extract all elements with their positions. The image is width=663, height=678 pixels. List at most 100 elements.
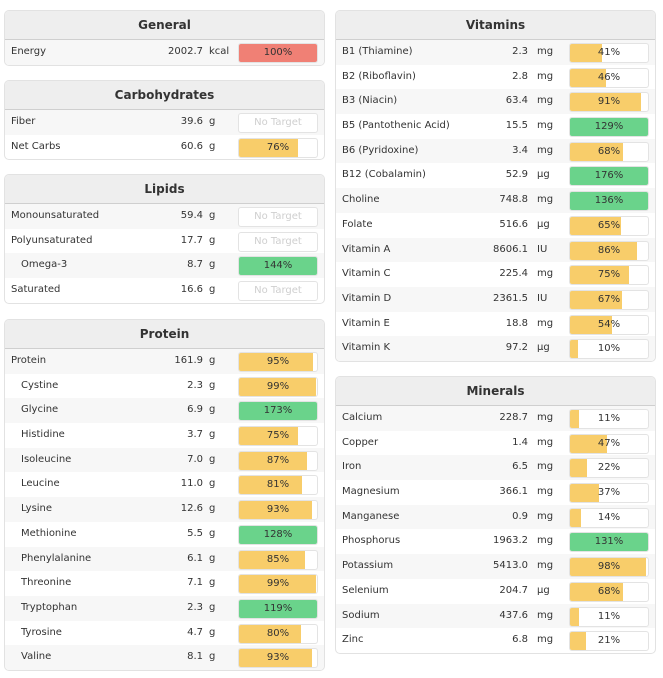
target-percent: 99%	[266, 380, 290, 392]
target-percent: No Target	[254, 211, 302, 222]
nutrient-amount: 161.9	[174, 355, 203, 366]
nutrient-name: Protein	[11, 355, 47, 366]
nutrient-row[interactable]: Sodium 437.6 mg 11%	[336, 603, 655, 629]
nutrient-row[interactable]: Cystine 2.3 g 99%	[5, 374, 324, 399]
nutrient-row[interactable]: Calcium 228.7 mg 11%	[336, 406, 655, 431]
progress-fill	[570, 167, 648, 186]
nutrient-row[interactable]: Monounsaturated 59.4 g No Target	[5, 204, 324, 229]
nutrient-name: Vitamin E	[342, 317, 390, 329]
nutrient-row[interactable]: Manganese 0.9 mg 14%	[336, 504, 655, 530]
nutrient-amount: 60.6	[180, 140, 203, 152]
nutrient-row[interactable]: Methionine 5.5 g 128%	[5, 522, 324, 547]
nutrient-row[interactable]: Valine 8.1 g 93%	[5, 645, 324, 670]
target-percent: No Target	[254, 117, 302, 128]
nutrient-unit: mg	[537, 461, 554, 473]
nutrient-row[interactable]: Fiber 39.6 g No Target	[5, 110, 324, 135]
target-percent: 68%	[597, 145, 621, 157]
nutrient-amount: 12.6	[180, 503, 203, 515]
nutrient-row[interactable]: Vitamin C 225.4 mg 75%	[336, 262, 655, 287]
nutrient-name: Methionine	[21, 527, 77, 539]
nutrient-row[interactable]: Potassium 5413.0 mg 98%	[336, 554, 655, 579]
progress-fill	[570, 459, 588, 478]
progress-fill	[570, 216, 621, 235]
target-percent: 41%	[597, 47, 621, 58]
nutrient-row[interactable]: Selenium 204.7 µg 68%	[336, 579, 655, 604]
nutrient-row[interactable]: Zinc 6.8 mg 21%	[336, 628, 655, 653]
nutrient-row[interactable]: Net Carbs 60.6 g 76%	[5, 135, 324, 160]
progress-fill	[570, 340, 578, 359]
nutrient-row[interactable]: Phosphorus 1963.2 mg 131%	[336, 529, 655, 554]
nutrient-unit: mg	[537, 70, 554, 82]
target-progress-bar: 86%	[569, 240, 649, 261]
nutrient-row[interactable]: Histidine 3.7 g 75%	[5, 423, 324, 448]
nutrient-name: Iron	[342, 461, 362, 473]
nutrient-amount: 437.6	[499, 609, 528, 621]
target-percent: 81%	[266, 479, 290, 491]
nutrient-row[interactable]: Folate 516.6 µg 65%	[336, 213, 655, 238]
progress-fill	[239, 649, 312, 668]
nutrient-row[interactable]: Polyunsaturated 17.7 g No Target	[5, 229, 324, 254]
nutrient-unit: g	[209, 478, 216, 490]
nutrient-row[interactable]: Threonine 7.1 g 99%	[5, 571, 324, 596]
nutrient-row[interactable]: Copper 1.4 mg 47%	[336, 431, 655, 456]
nutrient-unit: g	[209, 355, 216, 366]
nutrient-name: Net Carbs	[11, 140, 61, 152]
nutrient-row[interactable]: Omega-3 8.7 g 144%	[5, 253, 324, 279]
progress-fill	[570, 192, 648, 211]
target-progress-bar: 173%	[238, 401, 318, 422]
target-percent: 86%	[597, 244, 621, 256]
nutrient-row[interactable]: Vitamin K 97.2 µg 10%	[336, 336, 655, 361]
nutrient-unit: mg	[537, 120, 554, 132]
nutrient-unit: mg	[537, 46, 554, 57]
nutrient-row[interactable]: Vitamin A 8606.1 IU 86%	[336, 237, 655, 263]
panel-title: Lipids	[5, 175, 324, 204]
progress-fill	[239, 451, 307, 470]
progress-fill	[239, 377, 317, 396]
nutrient-row[interactable]: Phenylalanine 6.1 g 85%	[5, 546, 324, 572]
nutrient-row[interactable]: Iron 6.5 mg 22%	[336, 455, 655, 481]
nutrient-row[interactable]: Tyrosine 4.7 g 80%	[5, 621, 324, 646]
nutrient-row[interactable]: B3 (Niacin) 63.4 mg 91%	[336, 89, 655, 115]
target-percent: 11%	[597, 610, 621, 622]
nutrient-row[interactable]: Protein 161.9 g 95%	[5, 349, 324, 374]
nutrient-name: Saturated	[11, 284, 61, 296]
nutrient-amount: 8606.1	[493, 243, 528, 255]
nutrient-row[interactable]: Magnesium 366.1 mg 37%	[336, 480, 655, 505]
nutrient-row[interactable]: Energy 2002.7 kcal 100%	[5, 40, 324, 65]
nutrient-name: Folate	[342, 218, 373, 230]
nutrient-row[interactable]: Leucine 11.0 g 81%	[5, 472, 324, 497]
nutrient-name: Threonine	[21, 577, 72, 589]
nutrient-name: Selenium	[342, 584, 389, 596]
target-percent: 21%	[597, 635, 621, 647]
panel-minerals: Minerals Calcium 228.7 mg 11% Copper 1.4 mg 47% I…	[335, 376, 656, 654]
nutrient-row[interactable]: Saturated 16.6 g No Target	[5, 278, 324, 303]
progress-fill	[570, 434, 607, 453]
nutrient-amount: 97.2	[505, 342, 528, 354]
nutrient-row[interactable]: Isoleucine 7.0 g 87%	[5, 447, 324, 473]
nutrient-amount: 8.1	[187, 651, 203, 663]
nutrient-row[interactable]: Glycine 6.9 g 173%	[5, 398, 324, 424]
nutrient-row[interactable]: Choline 748.8 mg 136%	[336, 188, 655, 213]
nutrient-row[interactable]: Vitamin D 2361.5 IU 67%	[336, 286, 655, 312]
progress-fill	[570, 508, 581, 527]
nutrient-row[interactable]: B1 (Thiamine) 2.3 mg 41%	[336, 40, 655, 65]
nutrient-unit: mg	[537, 510, 554, 522]
nutrient-row[interactable]: B2 (Riboflavin) 2.8 mg 46%	[336, 65, 655, 90]
nutrient-amount: 0.9	[512, 510, 528, 522]
nutrient-row[interactable]: Tryptophan 2.3 g 119%	[5, 595, 324, 621]
nutrient-row[interactable]: Lysine 12.6 g 93%	[5, 497, 324, 522]
nutrient-name: B2 (Riboflavin)	[342, 70, 416, 82]
target-percent: 80%	[266, 627, 290, 639]
nutrient-amount: 6.1	[187, 552, 203, 564]
nutrient-row[interactable]: B5 (Pantothenic Acid) 15.5 mg 129%	[336, 114, 655, 139]
nutrient-row[interactable]: B6 (Pyridoxine) 3.4 mg 68%	[336, 138, 655, 164]
progress-fill	[239, 427, 298, 446]
target-progress-bar: 176%	[569, 166, 649, 187]
nutrient-row[interactable]: B12 (Cobalamin) 52.9 µg 176%	[336, 163, 655, 188]
target-percent: 11%	[597, 413, 621, 424]
nutrient-amount: 39.6	[180, 116, 203, 127]
nutrient-row[interactable]: Vitamin E 18.8 mg 54%	[336, 312, 655, 337]
target-percent: 87%	[266, 454, 290, 466]
nutrient-name: Phenylalanine	[21, 552, 92, 564]
nutrient-amount: 1963.2	[493, 535, 528, 547]
